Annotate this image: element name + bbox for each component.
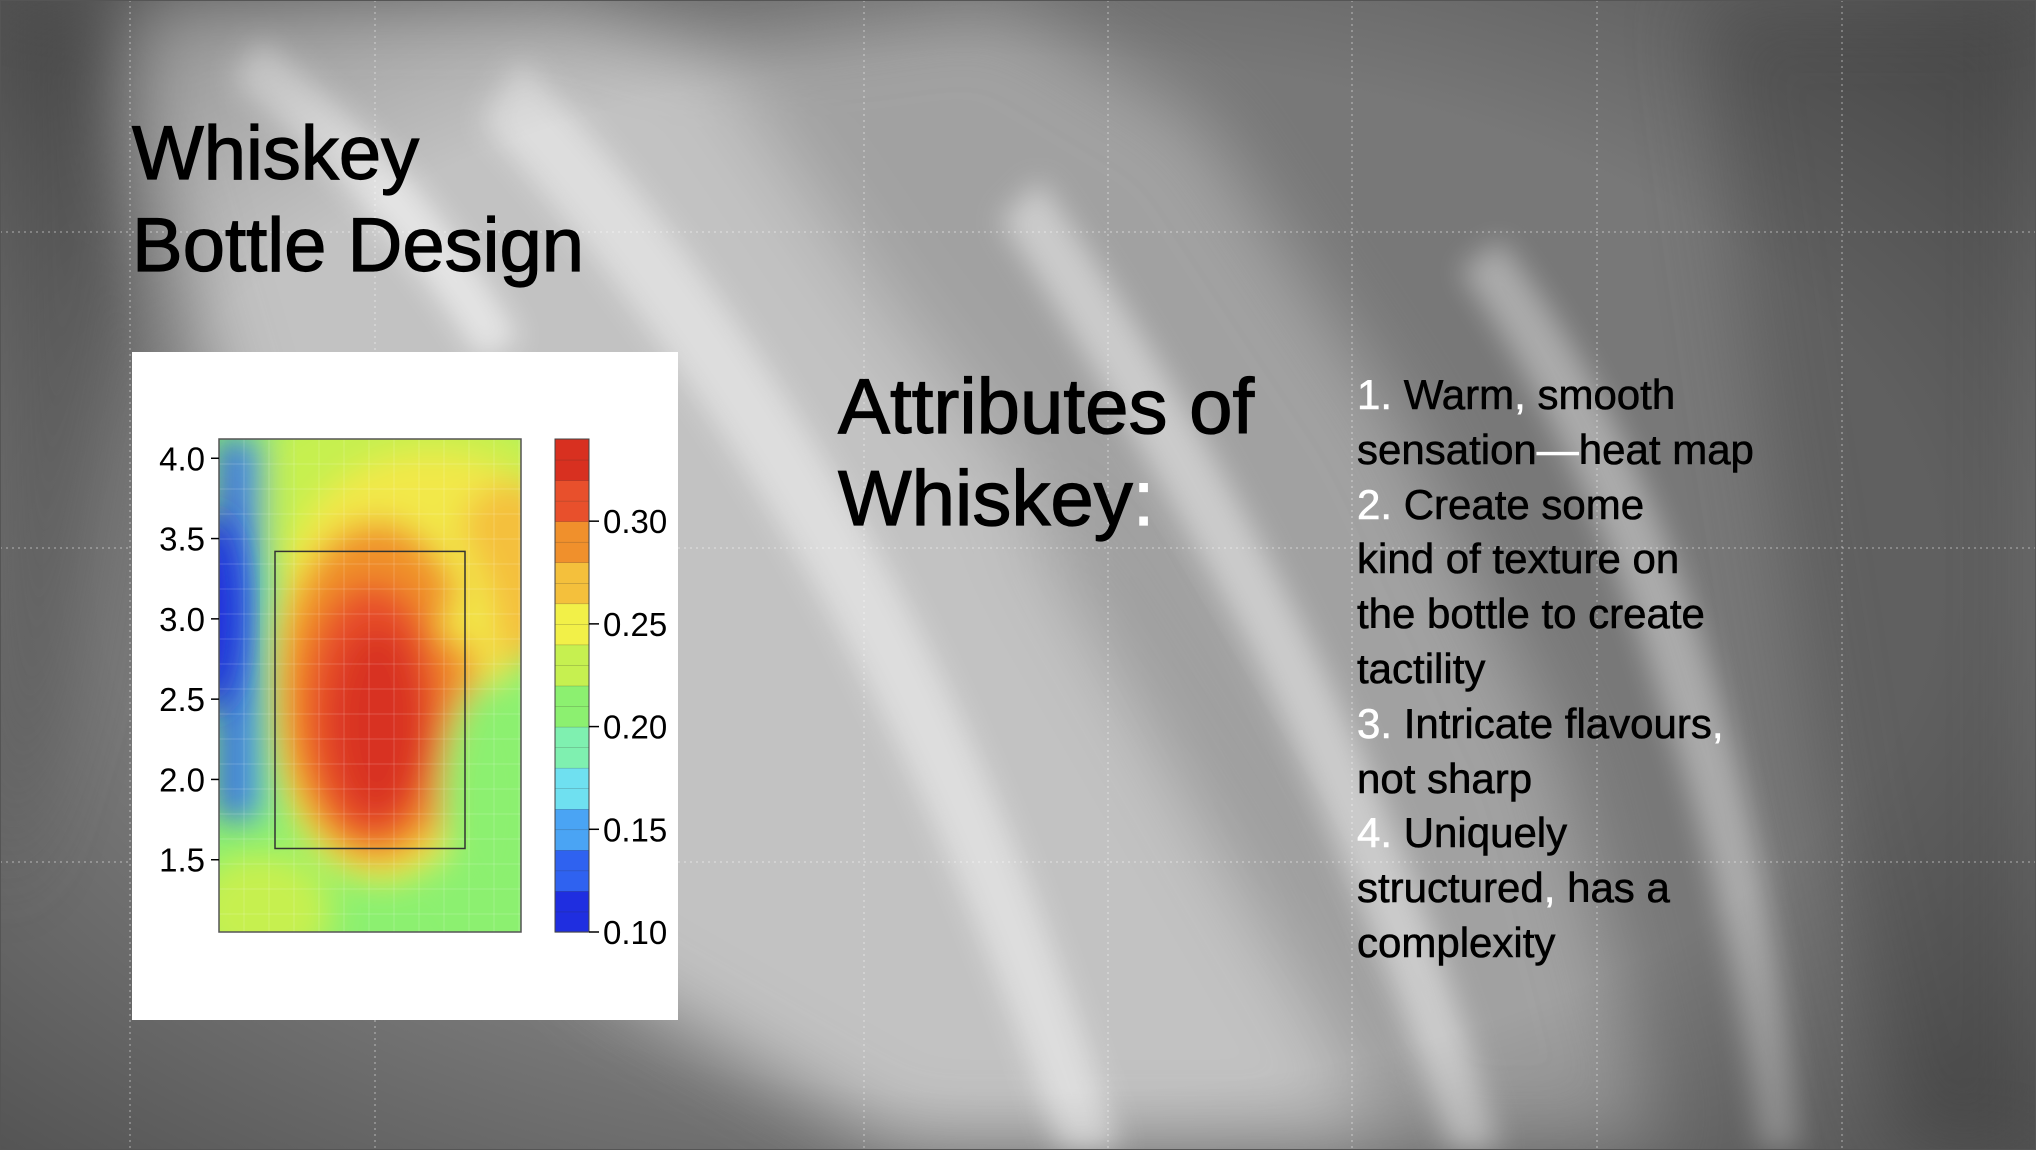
y-tick-label: 3.5 bbox=[159, 521, 205, 558]
attribute-line: structured, has a bbox=[1357, 861, 1917, 916]
attribute-item: 1. Warm, smooth sensation—heat map bbox=[1357, 368, 1917, 478]
colorbar-level bbox=[554, 685, 590, 707]
attribute-text: not sharp bbox=[1357, 754, 1533, 802]
attribute-text: Warm, smooth bbox=[1403, 371, 1676, 419]
attribute-item: 3. Intricate flavours, not sharp bbox=[1357, 697, 1917, 807]
attribute-line: 2. Create some bbox=[1357, 478, 1917, 533]
heatmap-chart: 4.0 3.5 3.0 2.5 2.0 1.5 0.30 0.25 0.20 0.15 0.10 bbox=[159, 438, 667, 951]
attribute-text: the bottle to create bbox=[1357, 590, 1706, 638]
colorbar-level bbox=[554, 849, 590, 872]
colorbar-level bbox=[554, 479, 590, 502]
attributes-heading-word: Whiskey bbox=[837, 453, 1133, 542]
colorbar-level bbox=[554, 664, 590, 687]
attribute-line: 1. Warm, smooth bbox=[1357, 368, 1917, 423]
attribute-line: complexity bbox=[1357, 916, 1917, 971]
colorbar-level bbox=[554, 911, 590, 933]
attribute-number: 4. bbox=[1357, 809, 1393, 857]
attribute-text: Uniquely bbox=[1403, 809, 1568, 857]
colorbar-level bbox=[554, 787, 590, 810]
colorbar-level bbox=[554, 459, 590, 481]
attribute-text: Intricate flavours, bbox=[1403, 699, 1724, 747]
attribute-line: 3. Intricate flavours, bbox=[1357, 697, 1917, 752]
attribute-item: 2. Create some kind of texture on the bott… bbox=[1357, 478, 1917, 697]
colorbar-level bbox=[554, 726, 590, 748]
attribute-number: 2. bbox=[1357, 480, 1393, 528]
colorbar-level bbox=[554, 644, 590, 666]
colorbar-level bbox=[554, 541, 590, 563]
heatmap-plot-frame bbox=[218, 438, 522, 933]
colorbar-level bbox=[554, 623, 590, 646]
colorbar-level bbox=[554, 603, 590, 625]
attributes-heading: Attributes of Whiskey: bbox=[837, 360, 1255, 544]
colorbar-level bbox=[554, 582, 590, 605]
colorbar-level bbox=[554, 808, 590, 831]
heatmap-colorbar-axis: 0.30 0.25 0.20 0.15 0.10 bbox=[589, 503, 667, 951]
colorbar-level bbox=[554, 562, 590, 584]
attribute-number: 1. bbox=[1357, 371, 1393, 419]
y-tick-label: 3.0 bbox=[159, 601, 205, 638]
heatmap-colorbar bbox=[554, 438, 590, 933]
colorbar-level bbox=[554, 746, 590, 769]
attribute-text: complexity bbox=[1357, 918, 1556, 967]
attribute-line: not sharp bbox=[1357, 752, 1917, 807]
colorbar-level bbox=[554, 438, 590, 461]
colorbar-tick-label: 0.10 bbox=[603, 914, 667, 951]
y-tick-label: 2.0 bbox=[159, 761, 205, 798]
colorbar-level bbox=[554, 500, 590, 522]
colorbar-level bbox=[554, 705, 590, 728]
attribute-text: sensation—heat map bbox=[1357, 425, 1755, 473]
attribute-line: kind of texture on bbox=[1357, 532, 1917, 587]
attribute-text: kind of texture on bbox=[1357, 535, 1680, 583]
attribute-line: sensation—heat map bbox=[1357, 423, 1917, 478]
attribute-line: the bottle to create bbox=[1357, 587, 1917, 642]
attribute-text: structured, has a bbox=[1357, 864, 1670, 912]
attribute-line: tactility bbox=[1357, 642, 1917, 697]
attribute-text: Create some bbox=[1403, 480, 1645, 528]
attribute-line: 4. Uniquely bbox=[1357, 806, 1917, 861]
colorbar-frame bbox=[554, 438, 590, 933]
y-tick-label: 4.0 bbox=[159, 440, 205, 477]
colorbar-level bbox=[554, 767, 590, 789]
attributes-heading-line-2: Whiskey: bbox=[837, 452, 1254, 544]
attributes-list: 1. Warm, smooth sensation—heat map 2. Crea… bbox=[1357, 368, 1917, 971]
colorbar-level bbox=[554, 890, 590, 913]
y-tick-label: 2.5 bbox=[159, 681, 205, 718]
attribute-text: tactility bbox=[1357, 644, 1486, 693]
attribute-item: 4. Uniquely structured, has a complexity bbox=[1357, 806, 1917, 970]
slide-title-line-1: Whiskey bbox=[131, 110, 420, 196]
attribute-number: 3. bbox=[1357, 699, 1393, 747]
colorbar-tick-label: 0.25 bbox=[603, 606, 667, 643]
heatmap-region-box bbox=[274, 550, 466, 850]
heatmap-plot-area bbox=[219, 439, 521, 932]
attributes-heading-colon: : bbox=[1132, 453, 1155, 542]
colorbar-tick-label: 0.20 bbox=[603, 709, 667, 746]
colorbar-level bbox=[554, 870, 590, 892]
heatmap-figure: 4.0 3.5 3.0 2.5 2.0 1.5 0.30 0.25 0.20 0.15 0.10 bbox=[132, 352, 678, 1020]
colorbar-level bbox=[554, 829, 590, 851]
colorbar-tick-label: 0.30 bbox=[603, 503, 667, 540]
heatmap-grid bbox=[219, 439, 521, 932]
colorbar-level bbox=[554, 520, 590, 543]
slide-title-line-2: Bottle Design bbox=[131, 202, 585, 288]
attributes-heading-line-1: Attributes of bbox=[837, 361, 1255, 450]
heatmap-y-axis: 4.0 3.5 3.0 2.5 2.0 1.5 bbox=[159, 440, 219, 879]
colorbar-tick-label: 0.15 bbox=[603, 811, 667, 848]
y-tick-label: 1.5 bbox=[159, 842, 205, 879]
slide-title: Whiskey Bottle Design bbox=[131, 108, 585, 292]
